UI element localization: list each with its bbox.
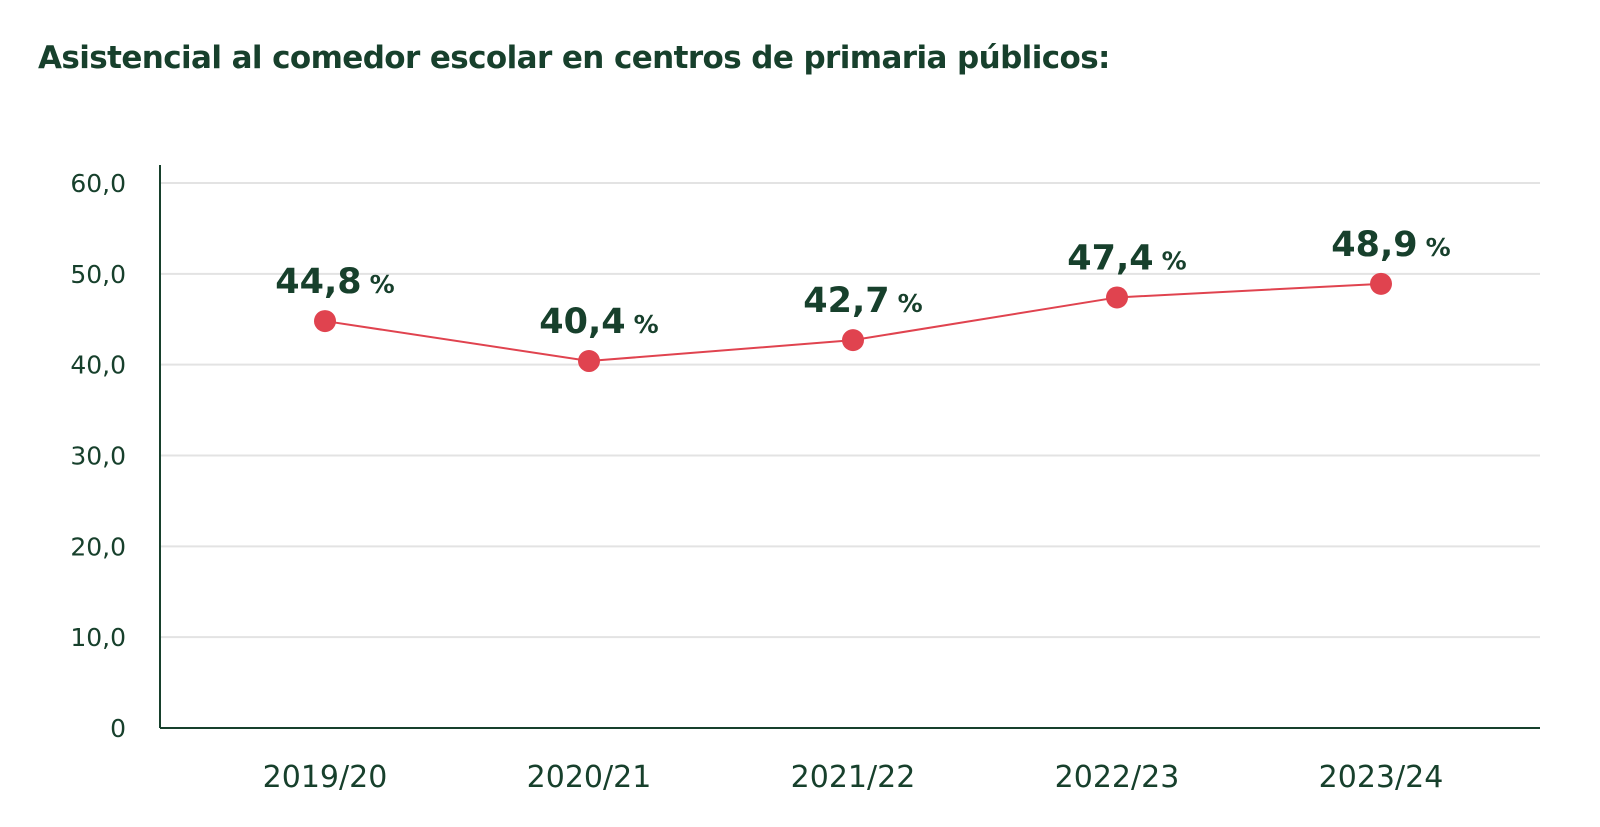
data-point xyxy=(578,350,600,373)
y-tick-label: 0 xyxy=(110,714,126,743)
data-points xyxy=(314,272,1392,373)
x-tick-label: 2023/24 xyxy=(1319,760,1444,795)
x-tick-label: 2020/21 xyxy=(527,760,652,795)
y-axis-ticks: 0 10,0 20,0 30,0 40,0 50,0 60,0 xyxy=(70,169,126,743)
x-tick-label: 2021/22 xyxy=(791,760,916,795)
data-point xyxy=(842,329,864,352)
data-label: 48,9% xyxy=(1331,225,1450,265)
chart-title: Asistencial al comedor escolar en centro… xyxy=(38,40,1110,76)
data-label: 40,4% xyxy=(539,302,658,342)
data-label: 44,8% xyxy=(275,262,394,302)
x-axis-ticks: 2019/20 2020/21 2021/22 2022/23 2023/24 xyxy=(263,760,1444,795)
y-tick-label: 10,0 xyxy=(70,623,126,652)
data-label: 42,7% xyxy=(803,281,922,321)
x-tick-label: 2019/20 xyxy=(263,760,388,795)
data-label: 47,4% xyxy=(1067,238,1186,278)
data-labels: 44,8 % 40,4 % 42,7 % 47,4% 48,9% xyxy=(275,225,1450,342)
y-tick-label: 20,0 xyxy=(70,532,126,561)
y-tick-label: 30,0 xyxy=(70,442,126,471)
grid-lines xyxy=(160,182,1540,639)
y-tick-label: 60,0 xyxy=(70,169,126,198)
x-tick-label: 2022/23 xyxy=(1055,760,1180,795)
data-point xyxy=(1106,286,1128,309)
y-tick-label: 40,0 xyxy=(70,351,126,380)
y-tick-label: 50,0 xyxy=(70,260,126,289)
data-point xyxy=(1370,272,1392,295)
data-point xyxy=(314,310,336,333)
